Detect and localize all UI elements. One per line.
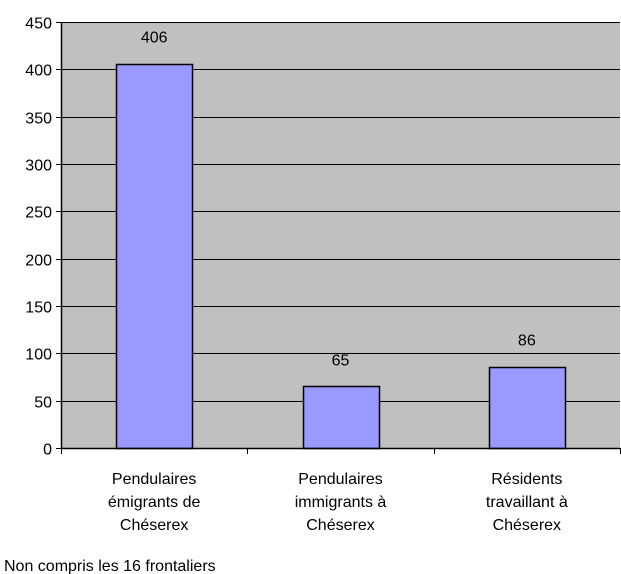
y-tick-label: 250 xyxy=(25,205,52,222)
category-label-line: Chéserex xyxy=(306,517,374,534)
y-tick-marks xyxy=(56,22,61,449)
footnote: Non compris les 16 frontaliers xyxy=(4,558,216,574)
bars xyxy=(115,63,567,450)
y-tick-label: 150 xyxy=(25,300,52,317)
y-tick-label: 400 xyxy=(25,63,52,80)
category-label-line: émigrants de xyxy=(108,494,201,511)
y-tick-label: 0 xyxy=(43,442,52,459)
data-label: 65 xyxy=(332,352,350,369)
category-label: Pendulaires émigrants de Chéserex xyxy=(108,471,201,534)
data-labels: 406 65 86 xyxy=(141,30,536,370)
category-label-line: travaillant à xyxy=(486,494,568,511)
y-tick-label: 50 xyxy=(34,395,52,412)
category-label-line: Chéserex xyxy=(493,517,561,534)
y-tick-label: 100 xyxy=(25,347,52,364)
category-label-line: Résidents xyxy=(491,471,562,488)
category-label-line: Pendulaires xyxy=(112,471,197,488)
category-label-line: Pendulaires xyxy=(298,471,383,488)
y-tick-label: 300 xyxy=(25,158,52,175)
data-label: 406 xyxy=(141,30,168,47)
category-label-line: immigrants à xyxy=(295,494,387,511)
category-labels: Pendulaires émigrants de ChéserexPendulair… xyxy=(108,471,568,534)
bar xyxy=(115,63,194,450)
data-label: 86 xyxy=(518,333,536,350)
bar xyxy=(488,366,567,450)
bar xyxy=(302,385,381,450)
y-tick-labels: 0 50 100 150 200 250 300 350 400 450 xyxy=(25,16,52,459)
category-label-line: Chéserex xyxy=(120,517,188,534)
y-tick-label: 450 xyxy=(25,16,52,33)
y-tick-label: 200 xyxy=(25,253,52,270)
category-label: Pendulaires immigrants à Chéserex xyxy=(295,471,387,534)
category-label: Résidents travaillant à Chéserex xyxy=(486,471,568,534)
y-tick-label: 350 xyxy=(25,111,52,128)
